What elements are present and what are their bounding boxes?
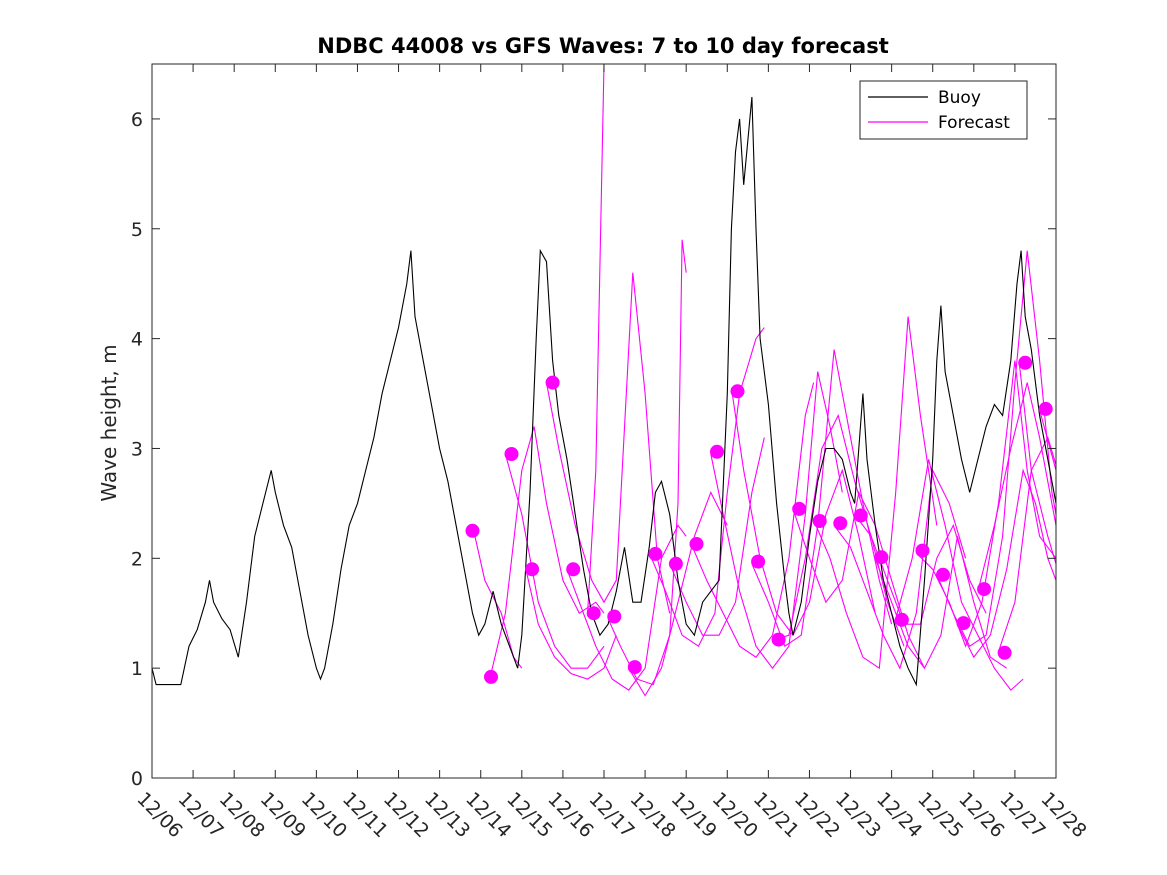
forecast-marker <box>627 660 642 675</box>
forecast-line <box>545 272 671 614</box>
y-tick-label: 3 <box>131 438 143 460</box>
forecast-line <box>833 468 967 670</box>
forecast-line <box>772 413 905 647</box>
forecast-marker <box>504 447 519 461</box>
x-tick-label: 12/27 <box>995 788 1049 842</box>
forecast-marker <box>915 543 930 558</box>
y-tick-label: 5 <box>131 219 143 241</box>
forecast-marker <box>484 669 498 684</box>
forecast-markers <box>465 355 1053 684</box>
y-tick-label: 2 <box>131 548 143 570</box>
forecast-line <box>689 382 815 658</box>
forecast-marker <box>997 645 1012 660</box>
buoy-line-group <box>152 96 1056 687</box>
x-tick-label: 12/07 <box>174 788 228 842</box>
forecast-marker <box>710 444 724 459</box>
forecast-marker <box>771 632 786 647</box>
x-tick-label: 12/06 <box>132 788 186 842</box>
forecast-marker <box>853 508 868 523</box>
forecast-marker <box>730 384 745 399</box>
x-tick-label: 12/13 <box>420 788 474 842</box>
forecast-lines <box>471 64 1056 697</box>
x-tick-label: 12/16 <box>543 788 597 842</box>
x-tick-label: 12/26 <box>954 788 1008 842</box>
forecast-marker <box>792 501 807 516</box>
y-tick-label: 0 <box>131 768 143 790</box>
forecast-line <box>607 239 687 686</box>
legend-forecast-label: Forecast <box>938 113 1010 133</box>
x-tick-label: 12/15 <box>502 788 556 842</box>
forecast-line <box>956 468 1056 659</box>
forecast-marker <box>525 562 540 577</box>
forecast-marker <box>566 562 581 577</box>
plot-area <box>151 63 1057 779</box>
forecast-marker <box>833 516 848 531</box>
forecast-marker <box>1038 401 1053 416</box>
forecast-line <box>587 64 605 614</box>
x-tick-label: 12/18 <box>626 788 680 842</box>
forecast-marker <box>648 546 663 561</box>
x-tick-label: 12/09 <box>256 788 310 842</box>
forecast-marker <box>689 537 704 551</box>
x-tick-label: 12/28 <box>1036 788 1090 842</box>
legend-buoy-label: Buoy <box>938 88 981 108</box>
forecast-line <box>977 382 1056 592</box>
buoy-line <box>152 96 1056 687</box>
x-tick-label: 12/24 <box>872 788 926 842</box>
y-tick-label: 1 <box>131 658 143 680</box>
x-tick-label: 12/08 <box>215 788 269 842</box>
forecast-line <box>710 371 843 670</box>
forecast-line <box>669 437 765 636</box>
forecast-line <box>471 525 523 669</box>
forecast-line <box>1018 360 1056 566</box>
x-tick-label: 12/22 <box>790 788 844 842</box>
forecast-marker <box>874 550 889 565</box>
y-axis: 0 1 2 3 4 5 6 <box>131 109 1056 790</box>
forecast-marker <box>956 616 971 631</box>
forecast-line <box>628 491 728 697</box>
x-tick-label: 12/10 <box>297 788 351 842</box>
forecast-line <box>648 327 765 648</box>
forecast-marker <box>607 609 622 624</box>
x-tick-label: 12/20 <box>708 788 762 842</box>
x-tick-label: 12/19 <box>667 788 721 842</box>
forecast-marker <box>1018 355 1033 370</box>
plot-background <box>152 64 1056 778</box>
forecast-marker <box>668 556 683 571</box>
forecast-line <box>751 349 893 648</box>
legend: Buoy Forecast <box>859 80 1028 140</box>
x-tick-label: 12/12 <box>379 788 433 842</box>
forecast-marker <box>936 567 950 582</box>
forecast-marker <box>545 375 560 390</box>
x-tick-label: 12/17 <box>584 788 638 842</box>
y-axis-label: Wave height, m <box>97 344 121 501</box>
x-tick-label: 12/23 <box>831 788 885 842</box>
forecast-line <box>1039 409 1056 473</box>
legend-box <box>859 80 1028 140</box>
x-tick-label: 12/14 <box>461 788 515 842</box>
forecast-marker <box>465 523 480 538</box>
y-tick-label: 4 <box>131 329 143 351</box>
forecast-marker <box>812 514 827 528</box>
x-tick-label: 12/21 <box>749 788 803 842</box>
chart-title: NDBC 44008 vs GFS Waves: 7 to 10 day for… <box>317 34 888 58</box>
x-tick-label: 12/11 <box>338 788 392 842</box>
forecast-line <box>525 569 617 680</box>
forecast-line <box>504 453 605 669</box>
forecast-marker <box>977 582 992 597</box>
x-tick-label: 12/25 <box>913 788 967 842</box>
forecast-marker <box>894 612 909 627</box>
forecast-marker <box>586 606 601 621</box>
forecast-line <box>730 387 876 637</box>
forecast-line <box>895 459 1024 691</box>
y-tick-label: 6 <box>131 109 143 131</box>
forecast-line <box>813 316 938 670</box>
forecast-marker <box>751 554 766 569</box>
